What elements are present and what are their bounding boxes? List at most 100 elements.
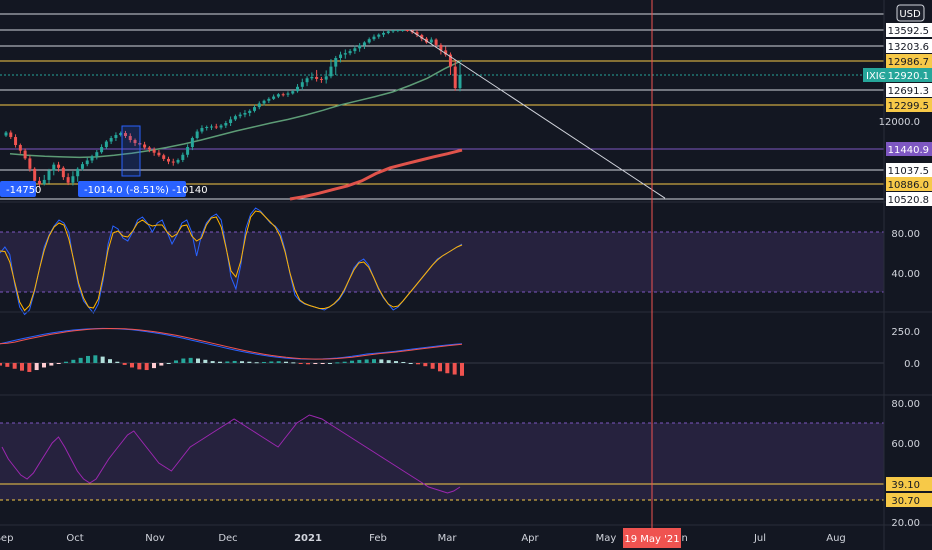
macd-bar [328,363,332,364]
macd-bar [364,359,369,363]
price-axis[interactable]: 13592.5 13203.6 12986.7 12691.3 12299.5 11440… [879,23,932,206]
trend-line[interactable] [409,29,666,199]
svg-text:39.10: 39.10 [891,480,920,491]
macd-bar [159,363,164,366]
candle [28,155,32,172]
time-tick-label: Aug [826,533,846,544]
rsi-pane[interactable] [0,414,884,501]
macd-bar [115,361,120,363]
macd-bar [430,363,435,369]
candle [114,132,118,142]
macd-bar [218,361,222,363]
candle [186,144,190,158]
macd-bar [27,363,32,372]
macd-bar [416,363,420,365]
candle [4,131,8,138]
candle [90,154,94,164]
macd-bar [86,355,90,363]
candle [52,162,56,176]
macd-pane[interactable] [0,327,884,376]
macd-bar [64,361,68,363]
stoch-band [0,232,884,292]
candle [391,30,395,33]
macd-bar [174,360,178,363]
candle [100,144,104,154]
candle [133,138,137,147]
macd-bar [78,357,83,363]
macd-bar [291,362,296,364]
macd-bar [357,359,362,363]
candle [382,31,386,38]
candle [253,104,257,113]
price-level-value: 11037.5 [888,166,929,177]
candle [396,30,400,33]
candle [128,133,132,143]
candle [71,171,75,186]
time-tick-label: Nov [145,533,165,544]
price-level-value: 13592.5 [888,26,929,37]
currency-tag[interactable]: USD [896,4,925,22]
stoch-tick-label: 40.00 [891,269,920,280]
stochastic-pane[interactable] [0,207,884,316]
candle [229,116,233,127]
candle [291,90,295,95]
macd-bar [93,355,98,363]
candle [76,167,80,182]
candle [367,37,371,44]
candle [319,76,323,83]
candle [57,161,61,172]
candle [219,124,223,130]
candle [377,33,381,39]
candle [348,49,352,56]
price-level-tag: 10886.0 [886,177,932,191]
macd-bar [225,361,230,363]
candle [171,158,175,166]
price-level-value: 12986.7 [888,57,929,68]
macd-bar [452,363,457,375]
candle [95,149,99,160]
macd-tick-label: 250.0 [891,327,920,338]
svg-text:IXIC: IXIC [866,71,886,82]
price-level-value: 11440.9 [888,145,929,156]
candle [37,176,41,187]
macd-bar [49,363,54,366]
macd-bar [386,360,391,363]
stoch-tick-label: 80.00 [891,229,920,240]
candle [166,156,170,165]
candle [162,153,166,162]
candle [444,46,448,57]
candle [66,173,70,186]
measure-label-1[interactable]: -14750 [0,181,41,197]
candle [415,30,419,38]
macd-bar [108,359,112,363]
macd-bar [350,360,354,363]
candle [434,38,438,48]
macd-bar [137,363,142,370]
candle [334,55,338,76]
time-tick-label: Oct [66,533,83,544]
measure-box[interactable] [121,125,141,177]
macd-bar [5,363,10,367]
measure-label-2[interactable]: -1014.0 (-8.51%) -10140 [78,181,208,197]
candle [286,91,290,97]
price-level-tag: 11440.9 [886,142,932,156]
macd-bar [247,361,252,363]
macd-bar [298,363,303,364]
candle [281,92,285,97]
candle [109,135,113,145]
macd-bar [254,362,259,364]
rsi-level-tag: 30.70 [886,493,932,507]
svg-text:USD: USD [899,9,921,20]
candle [200,125,204,134]
macd-bar [196,358,200,363]
candle [85,157,89,167]
macd-bar [71,359,76,363]
price-pane[interactable]: -14750 -1014.0 (-8.51%) -10140 [0,13,884,201]
macd-bar [0,363,2,366]
indicator-axes: 80.00 40.00 250.0 0.0 80.00 60.00 20.00 39.10 30… [886,229,932,529]
candle [362,41,366,50]
macd-bar [181,358,186,363]
macd-histogram [0,355,464,376]
time-tick-label: Sep [0,533,13,544]
